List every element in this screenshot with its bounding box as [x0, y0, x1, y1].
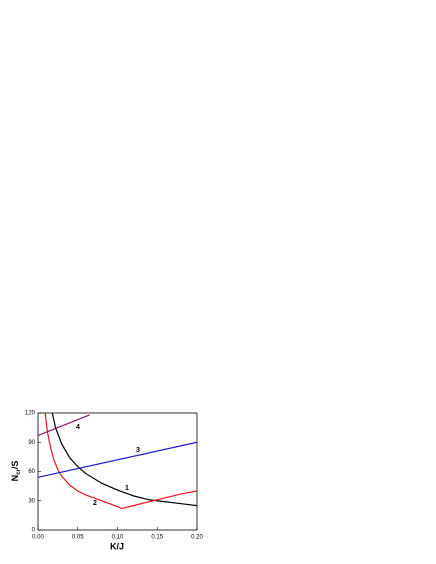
x-tick-label: 0.20 — [191, 535, 203, 541]
x-tick-label: 0.15 — [151, 535, 163, 541]
y-tick-label: 60 — [28, 469, 35, 475]
x-tick-label: 0.00 — [32, 535, 44, 541]
line-series — [44, 412, 198, 510]
y-axis-title: Ncr/S — [10, 461, 21, 482]
y-tick-label: 90 — [28, 440, 35, 446]
series-label: 3 — [136, 447, 140, 454]
series-label: 4 — [76, 424, 80, 431]
y-axis-title-main: N — [10, 475, 20, 482]
series-label: 1 — [125, 485, 129, 492]
y-tick-label: 120 — [25, 411, 36, 417]
series-label: 2 — [93, 500, 97, 507]
y-axis-title-sub: cr — [16, 469, 22, 475]
line-series — [37, 441, 198, 478]
y-tick-label: 0 — [32, 528, 36, 534]
y-axis-title-rest: /S — [10, 461, 20, 470]
x-tick-label: 0.05 — [72, 535, 84, 541]
y-tick-label: 30 — [28, 498, 35, 504]
x-axis-title: K/J — [110, 541, 124, 551]
x-tick-label: 0.10 — [112, 535, 124, 541]
line-series — [37, 414, 90, 436]
line-series — [51, 412, 198, 507]
